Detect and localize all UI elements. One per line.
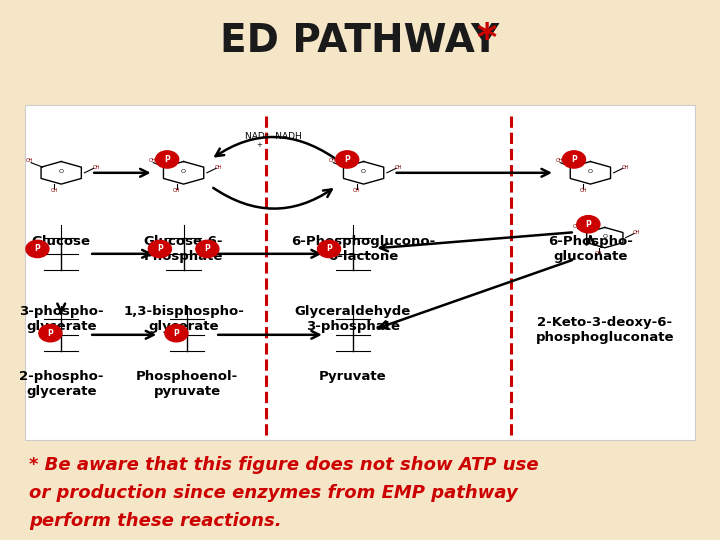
Text: 2-Keto-3-deoxy-6-
phosphogluconate: 2-Keto-3-deoxy-6- phosphogluconate	[536, 316, 674, 344]
Text: +: +	[256, 141, 262, 148]
Text: OH: OH	[595, 251, 602, 256]
Circle shape	[165, 325, 188, 342]
Text: 3-phospho-
glycerate: 3-phospho- glycerate	[19, 305, 104, 333]
Text: OH: OH	[580, 188, 588, 193]
Text: OH: OH	[353, 188, 361, 193]
Text: NAD⁺  NADH: NAD⁺ NADH	[246, 132, 302, 140]
Text: O: O	[59, 169, 63, 174]
Text: OH: OH	[555, 158, 563, 164]
Text: OH: OH	[395, 165, 402, 170]
Circle shape	[318, 240, 341, 258]
Text: 6-Phosphoglucono-
δ-lactone: 6-Phosphoglucono- δ-lactone	[292, 235, 436, 263]
Text: OH: OH	[621, 165, 629, 170]
Text: * Be aware that this figure does not show ATP use: * Be aware that this figure does not sho…	[29, 456, 539, 474]
Circle shape	[577, 215, 600, 233]
Text: or production since enzymes from EMP pathway: or production since enzymes from EMP pat…	[29, 484, 518, 502]
Text: OH: OH	[92, 165, 100, 170]
Circle shape	[39, 325, 62, 342]
Text: O: O	[181, 169, 186, 174]
Text: OH: OH	[328, 158, 336, 164]
Text: Glucose-6-
Phosphate: Glucose-6- Phosphate	[144, 235, 223, 263]
Circle shape	[148, 240, 171, 258]
Text: P: P	[35, 245, 40, 253]
Text: Pyruvate: Pyruvate	[319, 370, 387, 383]
Circle shape	[26, 240, 49, 258]
Text: P: P	[585, 220, 591, 229]
Text: OH: OH	[215, 165, 222, 170]
Text: P: P	[157, 245, 163, 253]
Text: OH: OH	[173, 188, 181, 193]
Circle shape	[562, 151, 585, 168]
Text: P: P	[174, 329, 179, 338]
Text: OH: OH	[50, 188, 58, 193]
Text: 6-Phospho-
gluconate: 6-Phospho- gluconate	[548, 235, 633, 263]
Text: OH: OH	[632, 230, 640, 235]
Text: OH: OH	[26, 158, 34, 164]
Text: Glucose: Glucose	[32, 235, 91, 248]
Text: perform these reactions.: perform these reactions.	[29, 512, 282, 530]
Text: Phosphoenol-
pyruvate: Phosphoenol- pyruvate	[136, 370, 238, 398]
Text: P: P	[326, 245, 332, 253]
Text: P: P	[48, 329, 53, 338]
Text: P: P	[164, 155, 170, 164]
Text: 2-phospho-
glycerate: 2-phospho- glycerate	[19, 370, 104, 398]
Circle shape	[156, 151, 179, 168]
Text: O: O	[361, 169, 366, 174]
Text: ED PATHWAY: ED PATHWAY	[220, 22, 500, 59]
Text: O: O	[588, 169, 593, 174]
Text: OH: OH	[148, 158, 156, 164]
Circle shape	[196, 240, 219, 258]
Bar	[25, 105, 695, 440]
Text: 1,3-bisphospho-
glycerate: 1,3-bisphospho- glycerate	[123, 305, 244, 333]
Text: O: O	[603, 234, 607, 239]
Text: P: P	[204, 245, 210, 253]
Text: Glyceraldehyde
3-phosphate: Glyceraldehyde 3-phosphate	[294, 305, 411, 333]
Circle shape	[336, 151, 359, 168]
Text: *: *	[476, 22, 496, 59]
Text: P: P	[571, 155, 577, 164]
Text: OH: OH	[573, 225, 580, 230]
Text: P: P	[344, 155, 350, 164]
